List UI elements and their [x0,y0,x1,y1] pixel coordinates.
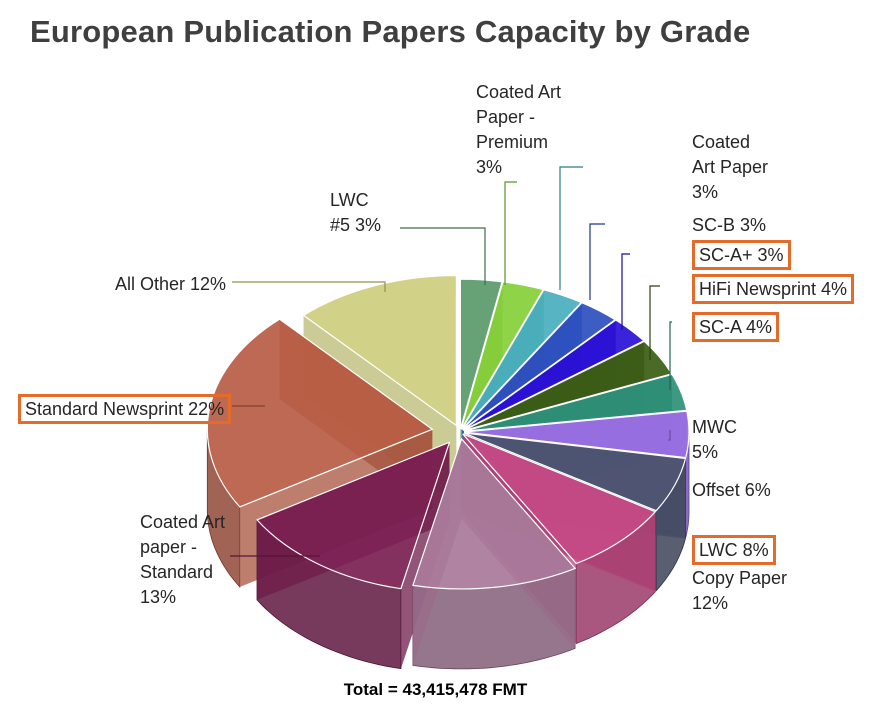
pie-slice-sc-b [461,301,617,431]
leader-line [232,281,386,292]
slice-label-mwc: MWC 5% [692,417,737,462]
total-caption: Total = 43,415,478 FMT [343,680,528,699]
leader-line [589,223,605,300]
slice-label-sc-a: SC-A 4% [692,312,780,342]
chart-title: European Publication Papers Capacity by … [30,14,751,49]
leader-line [559,166,583,290]
pie-slice-copy-paper [412,437,577,590]
pie-slice-standard-newsprint [206,318,434,508]
slice-label-coated-art-paper-standard: Coated Art paper - Standard 13% [140,512,226,607]
pie-slice-coated-art-paper-premium [460,281,545,430]
leader-line [400,227,486,285]
slice-label-coated-art-paper: Coated Art Paper 3% [692,132,769,202]
pie-slice-mwc [463,410,690,459]
slice-label-all-other: All Other 12% [115,274,227,294]
leader-line [669,321,672,390]
slice-label-lwc-5: LWC #5 3% [330,190,382,235]
slice-label-hifi-newsprint: HiFi Newsprint 4% [692,274,855,304]
leader-line [668,430,671,441]
leader-line [649,285,660,360]
pie-slice-hifi-newsprint [463,340,673,432]
pie-slice-lwc [462,433,657,565]
leader-line [621,253,630,330]
pie-slice-sc-a [463,373,688,432]
pie-slice-coated-art-paper-standard [255,441,451,590]
slice-label-offset: Offset 6% [692,480,771,500]
pie-slice-all-other [302,274,458,427]
slice-label-sc-a-: SC-A+ 3% [692,240,791,270]
slice-label-copy-paper: Copy Paper 12% [692,568,788,613]
slice-label-coated-art-paper-premium: Coated Art Paper - Premium 3% [476,82,562,177]
pie-slice-offset [463,432,687,512]
pie-slice-coated-art-paper [461,289,583,430]
slice-label-lwc: LWC 8% [692,535,776,565]
pie-slice-sc-a- [462,319,645,431]
pie-slice-lwc-5 [459,278,503,430]
slice-label-standard-newsprint: Standard Newsprint 22% [18,394,232,424]
slice-label-sc-b: SC-B 3% [692,215,767,235]
leader-line [504,181,517,285]
